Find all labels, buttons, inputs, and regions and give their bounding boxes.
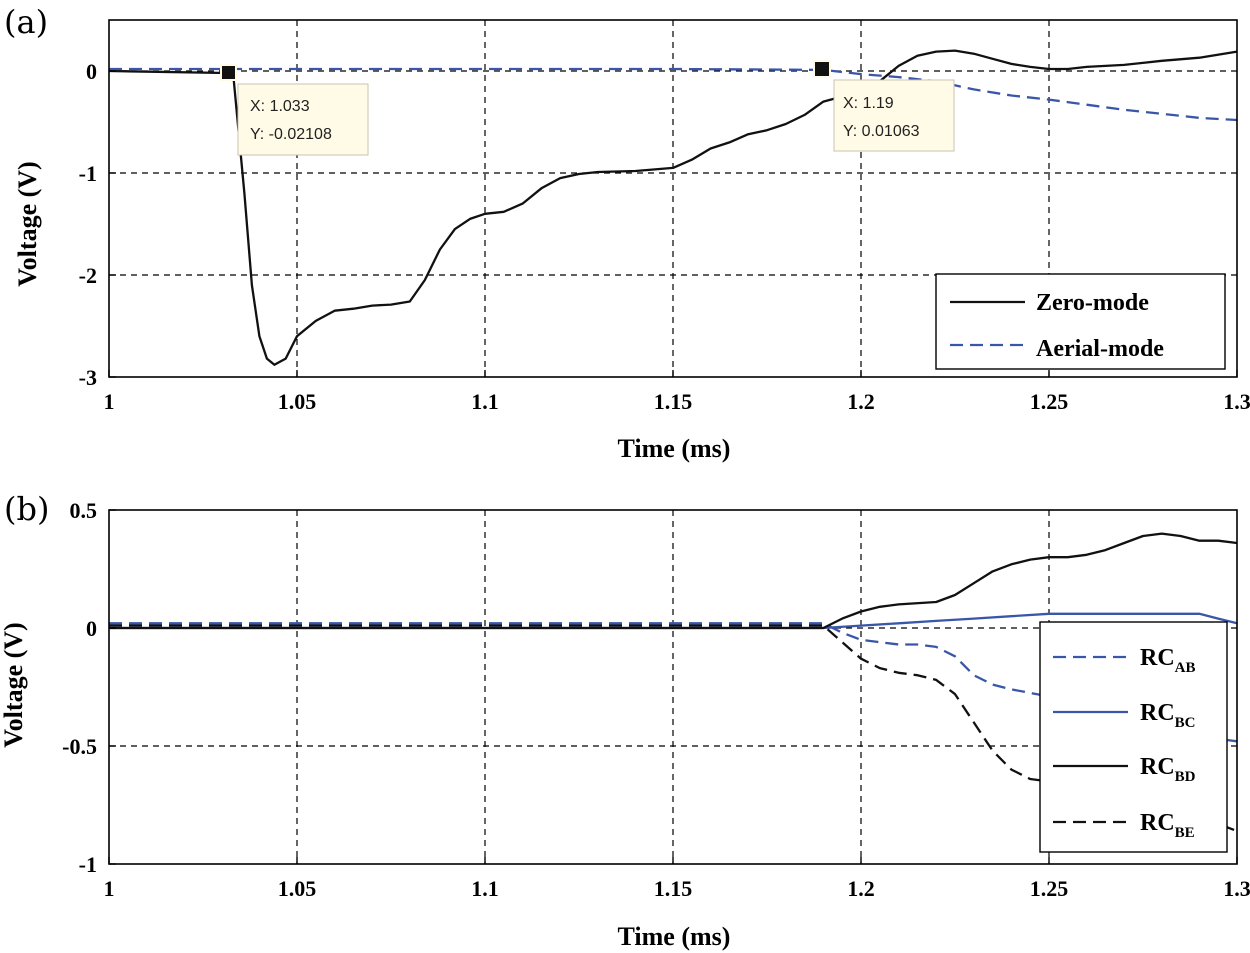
panel-a-series-zero-mode — [108, 49, 1238, 366]
legend-label-rc-bc-main: RC — [1140, 700, 1175, 726]
panel-b-xtick-label-6: 1.3 — [1223, 876, 1250, 901]
panel-b-series-rc-bd — [109, 532, 1238, 630]
panel-a-legend: Zero-mode Aerial-mode — [935, 273, 1226, 370]
panel-b-xtick-label-2: 1.1 — [471, 876, 499, 901]
panel-a-ytick-label-2: -2 — [79, 263, 97, 288]
panel-a-xtick-label-0: 1 — [104, 389, 115, 414]
panel-a-xtick-label-1: 1.05 — [278, 389, 317, 414]
panel-a-ytick-label-1: -1 — [79, 161, 97, 186]
panel-a-xlabel: Time (ms) — [618, 434, 731, 463]
panel-b-ytick-label-0: 0.5 — [70, 498, 98, 523]
legend-label-rc-bd-sub: BD — [1175, 769, 1196, 785]
panel-b-ylabel: Voltage (V) — [0, 622, 28, 747]
panel-b-ytick-label-3: -1 — [79, 852, 97, 877]
panel-b-xtick-label-3: 1.15 — [654, 876, 693, 901]
panel-a-series — [108, 49, 1238, 366]
legend-label-rc-bc-sub: BC — [1175, 715, 1196, 731]
panel-b-xtick-label-4: 1.2 — [847, 876, 875, 901]
panel-a-xtick-label-6: 1.3 — [1223, 389, 1250, 414]
panel-a-xtick-label-2: 1.1 — [471, 389, 499, 414]
datatip-1-y: Y: -0.02108 — [250, 126, 332, 143]
panel-b-xlabel: Time (ms) — [618, 922, 731, 951]
datatip-2-marker — [815, 62, 829, 76]
panel-a-xtick-label-4: 1.2 — [847, 389, 875, 414]
panel-a-ylabel: Voltage (V) — [13, 161, 42, 286]
datatip-1[interactable]: X: 1.033 Y: -0.02108 — [220, 64, 369, 156]
datatip-2-x: X: 1.19 — [843, 95, 894, 112]
panel-a-plot-frame — [108, 19, 1238, 378]
panel-a-xtick-label-3: 1.15 — [654, 389, 693, 414]
legend-label-rc-be-main: RC — [1140, 810, 1175, 836]
panel-b-chart: (b) Voltage (V) Time (ms) 1 1.05 1.1 1.15 1.… — [0, 490, 1250, 951]
panel-b-xtick-label-1: 1.05 — [278, 876, 317, 901]
panel-a-xtick-label-5: 1.25 — [1030, 389, 1069, 414]
panel-b-ytick-label-2: -0.5 — [62, 734, 97, 759]
panel-b-series-rc-be — [109, 624, 1238, 833]
panel-b-xtick-label-0: 1 — [104, 876, 115, 901]
panel-a-label: (a) — [4, 3, 48, 41]
panel-a-series-aerial-mode — [109, 67, 1238, 122]
legend-label-rc-bd-main: RC — [1140, 754, 1175, 780]
datatip-1-marker — [222, 66, 235, 79]
datatip-2[interactable]: X: 1.19 Y: 0.01063 — [813, 60, 955, 152]
panel-b-legend-box — [1039, 621, 1228, 853]
legend-label-rc-ab: RCAB — [1140, 645, 1196, 676]
panel-a-ytick-label-0: 0 — [86, 59, 97, 84]
legend-label-rc-bd: RCBD — [1140, 754, 1196, 785]
datatip-2-box — [833, 79, 955, 152]
legend-label-zero-mode: Zero-mode — [1036, 290, 1149, 316]
panel-a-legend-box — [935, 273, 1226, 370]
legend-label-rc-ab-main: RC — [1140, 645, 1175, 671]
panel-b-legend: RCAB RCBC RCBD RCBE — [1039, 621, 1228, 853]
panel-b-plot-frame — [108, 509, 1238, 865]
panel-b-xtick-label-5: 1.25 — [1030, 876, 1069, 901]
panel-b-ytick-label-1: 0 — [86, 616, 97, 641]
panel-a-chart: (a) Voltage (V) Time (ms) 1 1.05 1.1 1.15 1.… — [4, 3, 1250, 463]
legend-label-aerial-mode: Aerial-mode — [1036, 336, 1164, 362]
legend-label-rc-be-sub: BE — [1175, 825, 1195, 841]
panel-b-label: (b) — [4, 490, 49, 528]
datatip-1-x: X: 1.033 — [250, 98, 310, 115]
panel-b-series-rc-bc — [109, 612, 1238, 630]
panel-a-ytick-label-3: -3 — [79, 365, 97, 390]
panel-b-ticks: 1 1.05 1.1 1.15 1.2 1.25 1.3 0.5 0 -0.5 -1 — [62, 498, 1250, 901]
panel-a-ticks: 1 1.05 1.1 1.15 1.2 1.25 1.3 0 -1 -2 -3 — [79, 59, 1250, 414]
datatip-1-box — [237, 83, 369, 156]
legend-label-rc-bc: RCBC — [1140, 700, 1196, 731]
legend-label-rc-be: RCBE — [1140, 810, 1195, 841]
datatip-2-y: Y: 0.01063 — [843, 123, 920, 140]
legend-label-rc-ab-sub: AB — [1175, 660, 1196, 676]
